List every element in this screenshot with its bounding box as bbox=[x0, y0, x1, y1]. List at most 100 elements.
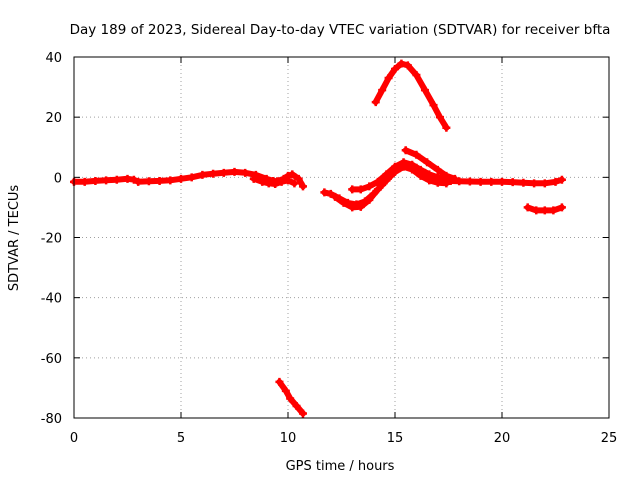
data-point-arc-main-2 bbox=[91, 176, 100, 185]
axis-ticks: 0 5 10 15 20 25 -80 -60 -40 -20 0 20 40 bbox=[41, 51, 618, 446]
series-arc-hump bbox=[371, 59, 451, 132]
data-point-arc-main-14 bbox=[209, 169, 218, 178]
data-point-arc-upper-right-1 bbox=[412, 150, 421, 159]
x-tick-label-5: 25 bbox=[601, 431, 618, 446]
data-point-arc-dip-4 bbox=[298, 409, 307, 418]
data-point-arc-hump-7 bbox=[420, 86, 429, 95]
data-point-arc-tail-10 bbox=[551, 177, 560, 186]
data-point-arc-main-8 bbox=[144, 177, 153, 186]
y-tick-label-0: -80 bbox=[41, 412, 62, 427]
data-point-arc-main-lower-6 bbox=[290, 179, 299, 188]
data-point-arc-main-24 bbox=[288, 170, 297, 179]
data-point-arc-dip-2 bbox=[286, 394, 295, 403]
data-point-arc-mid-c-2 bbox=[365, 182, 374, 191]
y-tick-label-5: 20 bbox=[45, 111, 62, 126]
data-point-arc-main-13 bbox=[198, 170, 207, 179]
data-point-arc-main-11 bbox=[177, 174, 185, 183]
y-tick-label-3: -20 bbox=[41, 232, 62, 247]
data-point-arc-hump-0 bbox=[371, 98, 380, 107]
data-point-arc-dip-1 bbox=[281, 386, 290, 395]
data-point-arc-mid-c-3 bbox=[373, 177, 382, 186]
grid-lines bbox=[74, 57, 609, 418]
y-tick-label-6: 40 bbox=[45, 51, 62, 66]
data-point-arc-tail-lower-2 bbox=[540, 206, 549, 215]
plot-data bbox=[70, 59, 566, 418]
data-point-arc-hump-8 bbox=[429, 101, 438, 110]
data-point-arc-mid-c-5 bbox=[391, 162, 399, 171]
data-point-arc-hump-1 bbox=[378, 86, 387, 95]
series-arc-main bbox=[70, 167, 307, 191]
data-point-arc-main-16 bbox=[230, 167, 239, 176]
y-axis-label: SDTVAR / TECUs bbox=[7, 185, 22, 292]
series-arc-dip bbox=[275, 377, 307, 418]
data-point-arc-hump-10 bbox=[442, 123, 451, 132]
data-point-arc-main-7 bbox=[134, 177, 143, 186]
data-point-arc-main-26 bbox=[298, 182, 307, 191]
data-point-arc-tail-11 bbox=[557, 175, 566, 184]
data-point-arc-tail-1 bbox=[455, 177, 464, 186]
data-point-arc-tail-lower-1 bbox=[532, 206, 541, 215]
data-point-arc-mid-b-5 bbox=[373, 185, 382, 194]
data-point-arc-main-lower-3 bbox=[271, 179, 280, 188]
data-point-arc-hump-3 bbox=[391, 65, 399, 74]
data-point-arc-main-lower-1 bbox=[258, 177, 267, 186]
data-point-arc-upper-right-0 bbox=[401, 146, 410, 155]
chart-title: Day 189 of 2023, Sidereal Day-to-day VTE… bbox=[70, 22, 611, 38]
data-point-arc-main-10 bbox=[166, 176, 175, 185]
y-tick-label-2: -40 bbox=[41, 292, 62, 307]
data-point-arc-tail-5 bbox=[498, 177, 506, 186]
x-axis-label: GPS time / hours bbox=[286, 459, 395, 474]
series-arc-main-lower bbox=[249, 174, 299, 188]
data-point-arc-mid-b-2 bbox=[348, 203, 357, 212]
data-point-arc-hump-4 bbox=[397, 59, 406, 68]
x-tick-label-4: 20 bbox=[494, 431, 511, 446]
data-point-arc-dip-3 bbox=[292, 401, 301, 410]
x-tick-label-1: 5 bbox=[177, 431, 185, 446]
data-point-arc-tail-lower-0 bbox=[523, 203, 532, 212]
data-point-arc-mid-c-7 bbox=[408, 160, 417, 169]
data-point-arc-upper-right-2 bbox=[423, 158, 432, 167]
data-point-arc-upper-right-4 bbox=[442, 171, 451, 180]
data-point-arc-mid-a-0 bbox=[320, 188, 329, 197]
data-point-arc-mid-c-10 bbox=[433, 173, 442, 182]
data-point-arc-mid-b-4 bbox=[365, 195, 374, 204]
data-point-arc-main-3 bbox=[102, 176, 111, 185]
data-point-arc-dip-0 bbox=[275, 377, 284, 386]
series-arc-tail-lower bbox=[523, 203, 566, 215]
data-point-arc-mid-b-1 bbox=[339, 198, 348, 207]
data-point-arc-tail-4 bbox=[487, 177, 496, 186]
data-point-arc-main-6 bbox=[129, 175, 138, 184]
data-point-arc-tail-2 bbox=[465, 177, 474, 186]
data-point-arc-main-15 bbox=[219, 168, 228, 177]
x-tick-label-3: 15 bbox=[387, 431, 404, 446]
data-point-arc-main-12 bbox=[187, 173, 196, 182]
data-point-arc-hump-5 bbox=[403, 61, 412, 70]
data-point-arc-tail-8 bbox=[530, 179, 539, 188]
data-point-arc-hump-6 bbox=[412, 71, 421, 80]
data-point-arc-hump-9 bbox=[435, 113, 444, 122]
data-point-arc-main-17 bbox=[241, 168, 250, 177]
data-point-arc-tail-7 bbox=[519, 178, 528, 187]
series-arc-tail bbox=[444, 175, 566, 188]
x-tick-label-2: 10 bbox=[280, 431, 297, 446]
data-point-arc-mid-c-8 bbox=[416, 165, 425, 174]
data-point-arc-tail-lower-3 bbox=[549, 206, 558, 215]
data-point-arc-main-4 bbox=[112, 175, 121, 184]
x-tick-label-0: 0 bbox=[70, 431, 78, 446]
data-point-arc-mid-b-0 bbox=[331, 192, 340, 201]
data-point-arc-tail-9 bbox=[540, 179, 549, 188]
data-point-arc-tail-0 bbox=[444, 176, 453, 185]
data-point-arc-mid-c-1 bbox=[356, 185, 365, 194]
data-point-arc-mid-a-1 bbox=[326, 189, 335, 198]
data-point-arc-mid-c-4 bbox=[382, 170, 391, 179]
data-point-arc-mid-c-9 bbox=[425, 170, 434, 179]
data-point-arc-mid-c-0 bbox=[348, 185, 357, 194]
data-point-arc-main-25 bbox=[294, 174, 303, 183]
series-arc-mid-c bbox=[348, 158, 451, 194]
data-point-arc-main-lower-5 bbox=[284, 176, 292, 185]
data-point-arc-mid-b-3 bbox=[356, 202, 365, 211]
data-point-arc-mid-c-6 bbox=[399, 158, 408, 167]
data-point-arc-tail-3 bbox=[476, 177, 485, 186]
series-line-arc-hump bbox=[372, 60, 450, 131]
